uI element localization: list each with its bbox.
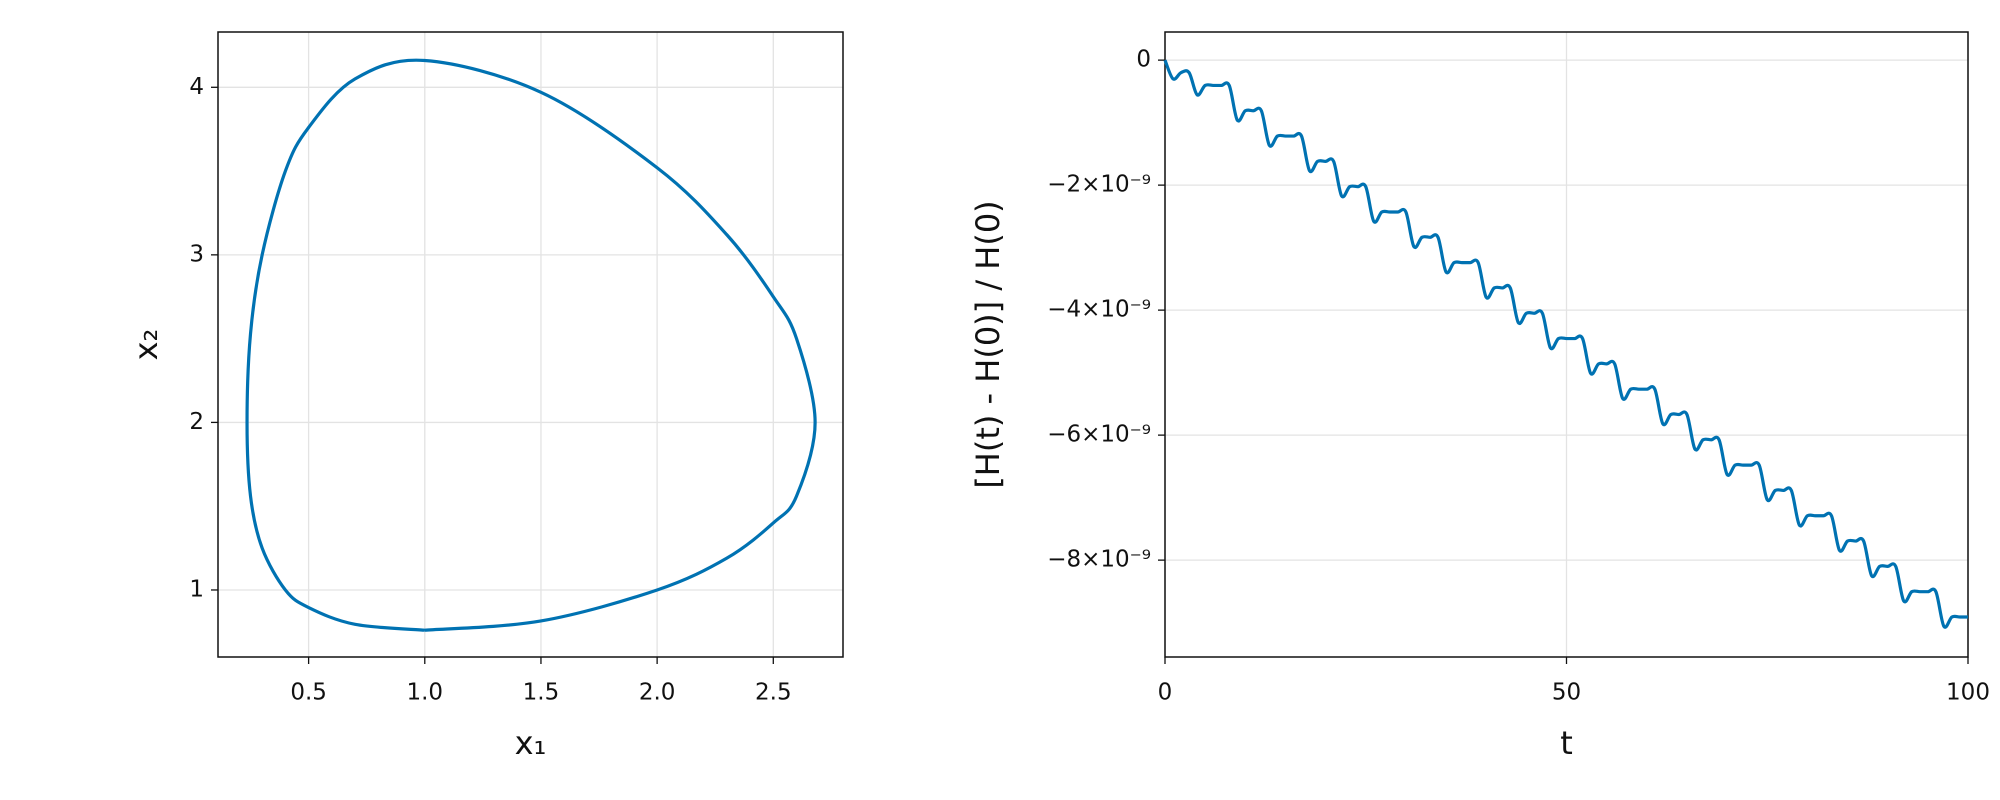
x-tick-label: 0 bbox=[1158, 680, 1173, 706]
plot-frame bbox=[1164, 31, 1969, 658]
x-tick-label: 50 bbox=[1552, 680, 1581, 706]
y-axis-label: [H(t) - H(0)] / H(0) bbox=[969, 200, 1007, 488]
x-axis-label: x₁ bbox=[515, 724, 547, 762]
plot-frame bbox=[217, 31, 844, 658]
data-line bbox=[245, 58, 817, 632]
y-tick-label: 2 bbox=[189, 409, 204, 435]
y-tick-label: −8×10⁻⁹ bbox=[1047, 547, 1151, 573]
x-axis-label: t bbox=[1560, 724, 1573, 762]
data-line bbox=[1163, 59, 1968, 629]
x-tick-label: 2.0 bbox=[639, 680, 676, 706]
y-tick-label: −6×10⁻⁹ bbox=[1047, 422, 1151, 448]
x-tick-label: 1.5 bbox=[523, 680, 560, 706]
x-tick-label: 1.0 bbox=[406, 680, 443, 706]
y-axis-label: x₂ bbox=[127, 329, 165, 361]
x-tick-label: 100 bbox=[1946, 680, 1990, 706]
y-tick-label: 3 bbox=[189, 241, 204, 267]
y-tick-label: −4×10⁻⁹ bbox=[1047, 297, 1151, 323]
y-tick-label: 1 bbox=[189, 576, 204, 602]
y-tick-label: 4 bbox=[189, 74, 204, 100]
y-tick-label: −2×10⁻⁹ bbox=[1047, 172, 1151, 198]
x-tick-label: 0.5 bbox=[290, 680, 327, 706]
x-tick-label: 2.5 bbox=[755, 680, 792, 706]
y-tick-label: 0 bbox=[1136, 47, 1151, 73]
